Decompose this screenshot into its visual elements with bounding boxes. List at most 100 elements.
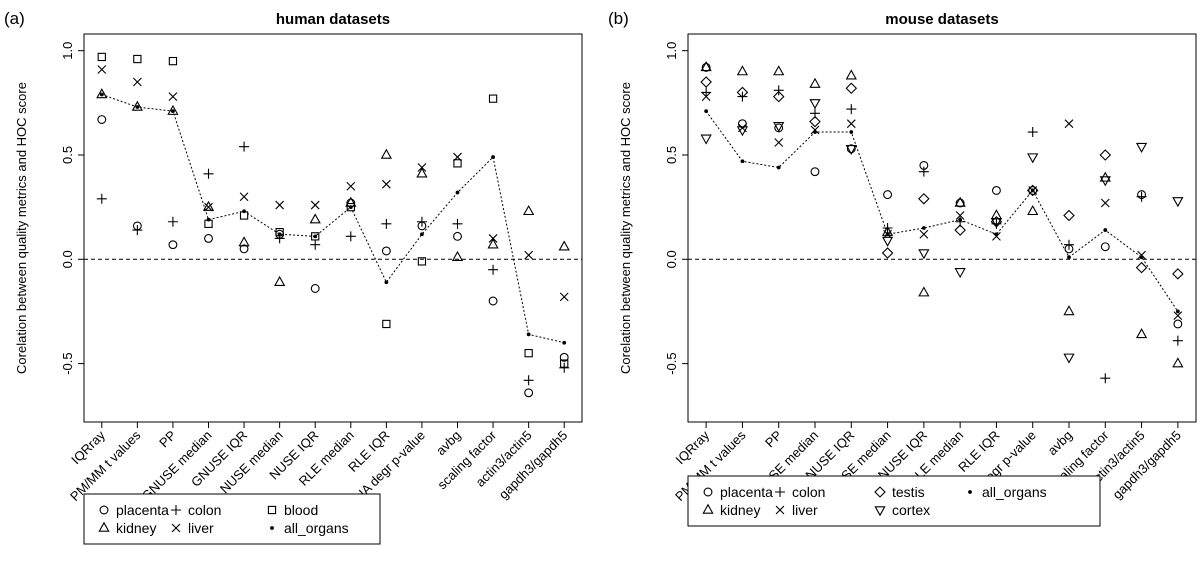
legend-label-liver: liver bbox=[188, 520, 214, 536]
point-liver bbox=[417, 163, 427, 172]
point-liver bbox=[810, 125, 820, 135]
point-liver bbox=[846, 119, 856, 129]
series-colon bbox=[701, 85, 1183, 384]
point-all-organs bbox=[277, 232, 282, 237]
point-cortex bbox=[736, 126, 749, 137]
point-kidney bbox=[131, 100, 143, 111]
series-line-all-organs bbox=[101, 94, 565, 344]
point-cortex bbox=[845, 144, 857, 156]
point-kidney bbox=[736, 65, 749, 76]
point-colon bbox=[310, 239, 321, 250]
point-kidney bbox=[700, 61, 712, 72]
point-cortex bbox=[990, 217, 1003, 229]
point-all-organs bbox=[740, 159, 745, 164]
point-all-organs bbox=[1175, 309, 1180, 314]
point-all-organs bbox=[242, 209, 246, 214]
point-placenta bbox=[97, 115, 107, 124]
plot-frame bbox=[687, 33, 1197, 423]
point-all-organs bbox=[958, 217, 963, 222]
point-placenta bbox=[488, 296, 498, 306]
y-tick-label: 0.0 bbox=[664, 250, 679, 268]
point-cortex bbox=[881, 236, 894, 247]
series-kidney bbox=[96, 88, 570, 286]
series-cortex bbox=[700, 99, 1184, 364]
point-kidney bbox=[451, 250, 464, 261]
point-testis bbox=[809, 115, 821, 128]
legend: placenta colon blood kidney liver all_organs bbox=[83, 493, 381, 545]
point-placenta bbox=[1173, 319, 1183, 329]
panel-human-datasets: (a) human datasets -0.5 0.0 0.5 1.0 Corelation… bbox=[4, 9, 583, 545]
point-colon bbox=[523, 375, 534, 386]
point-cortex bbox=[1135, 142, 1148, 153]
point-kidney bbox=[1063, 305, 1075, 316]
point-testis bbox=[845, 82, 858, 95]
point-placenta bbox=[846, 144, 856, 154]
legend-marker-placenta bbox=[703, 487, 713, 497]
series-all-organs bbox=[704, 109, 1180, 314]
point-placenta bbox=[204, 233, 213, 243]
point-colon bbox=[918, 166, 929, 177]
point-liver bbox=[132, 77, 142, 87]
point-testis bbox=[736, 86, 749, 99]
legend-marker-liver bbox=[171, 523, 181, 533]
point-placenta bbox=[991, 186, 1001, 195]
legend-marker-liver bbox=[775, 505, 785, 515]
x-tick-label-avbg: avbg bbox=[433, 428, 464, 459]
point-liver bbox=[524, 250, 534, 260]
legend-marker-blood bbox=[267, 505, 277, 515]
legend-marker-all-organs bbox=[270, 526, 274, 530]
panel-label: (a) bbox=[4, 9, 25, 28]
point-all-organs bbox=[813, 130, 817, 134]
point-colon bbox=[381, 218, 392, 229]
point-liver bbox=[919, 229, 929, 239]
point-testis bbox=[1026, 184, 1039, 197]
point-liver bbox=[1137, 250, 1146, 260]
point-kidney bbox=[845, 69, 857, 80]
point-kidney bbox=[809, 77, 821, 88]
point-liver bbox=[1100, 198, 1110, 208]
x-tick-label-pp: PP bbox=[156, 428, 179, 451]
series-line-all-organs bbox=[705, 110, 1179, 312]
point-placenta bbox=[310, 284, 320, 293]
point-all-organs bbox=[1139, 255, 1144, 260]
point-blood bbox=[311, 232, 320, 241]
point-colon bbox=[773, 85, 784, 96]
point-kidney bbox=[487, 238, 499, 249]
point-liver bbox=[97, 65, 107, 74]
point-blood bbox=[417, 257, 427, 266]
point-colon bbox=[488, 264, 499, 275]
legend-label-blood: blood bbox=[284, 502, 318, 518]
legend-label-testis: testis bbox=[892, 484, 925, 500]
y-axis-label: Corelation between quality metrics and H… bbox=[14, 82, 29, 374]
point-kidney bbox=[773, 65, 785, 76]
point-kidney bbox=[167, 104, 179, 115]
chart-title: mouse datasets bbox=[885, 11, 998, 28]
point-liver bbox=[310, 200, 320, 210]
point-all-organs bbox=[455, 190, 460, 195]
legend-label-all-organs: all_organs bbox=[284, 520, 349, 536]
point-cortex bbox=[1099, 176, 1111, 187]
point-cortex bbox=[1172, 197, 1184, 208]
point-placenta bbox=[559, 352, 569, 362]
point-kidney bbox=[274, 275, 286, 286]
legend-label-kidney: kidney bbox=[720, 502, 760, 518]
series-kidney bbox=[700, 61, 1184, 368]
point-placenta bbox=[1100, 242, 1110, 252]
point-blood bbox=[453, 159, 462, 168]
x-tick-label-avbg: avbg bbox=[1045, 428, 1076, 459]
point-kidney bbox=[1172, 357, 1184, 368]
point-kidney bbox=[202, 200, 215, 211]
point-cortex bbox=[1063, 353, 1075, 364]
legend-marker-all-organs bbox=[968, 490, 972, 494]
series-liver bbox=[97, 65, 569, 302]
legend-box bbox=[687, 475, 1101, 527]
point-all-organs bbox=[135, 105, 140, 109]
point-cortex bbox=[773, 122, 785, 133]
point-cortex bbox=[954, 268, 966, 279]
point-colon bbox=[416, 216, 427, 227]
point-colon bbox=[701, 87, 712, 98]
point-testis bbox=[1135, 261, 1148, 274]
point-liver bbox=[1064, 119, 1074, 129]
point-colon bbox=[1172, 335, 1183, 346]
